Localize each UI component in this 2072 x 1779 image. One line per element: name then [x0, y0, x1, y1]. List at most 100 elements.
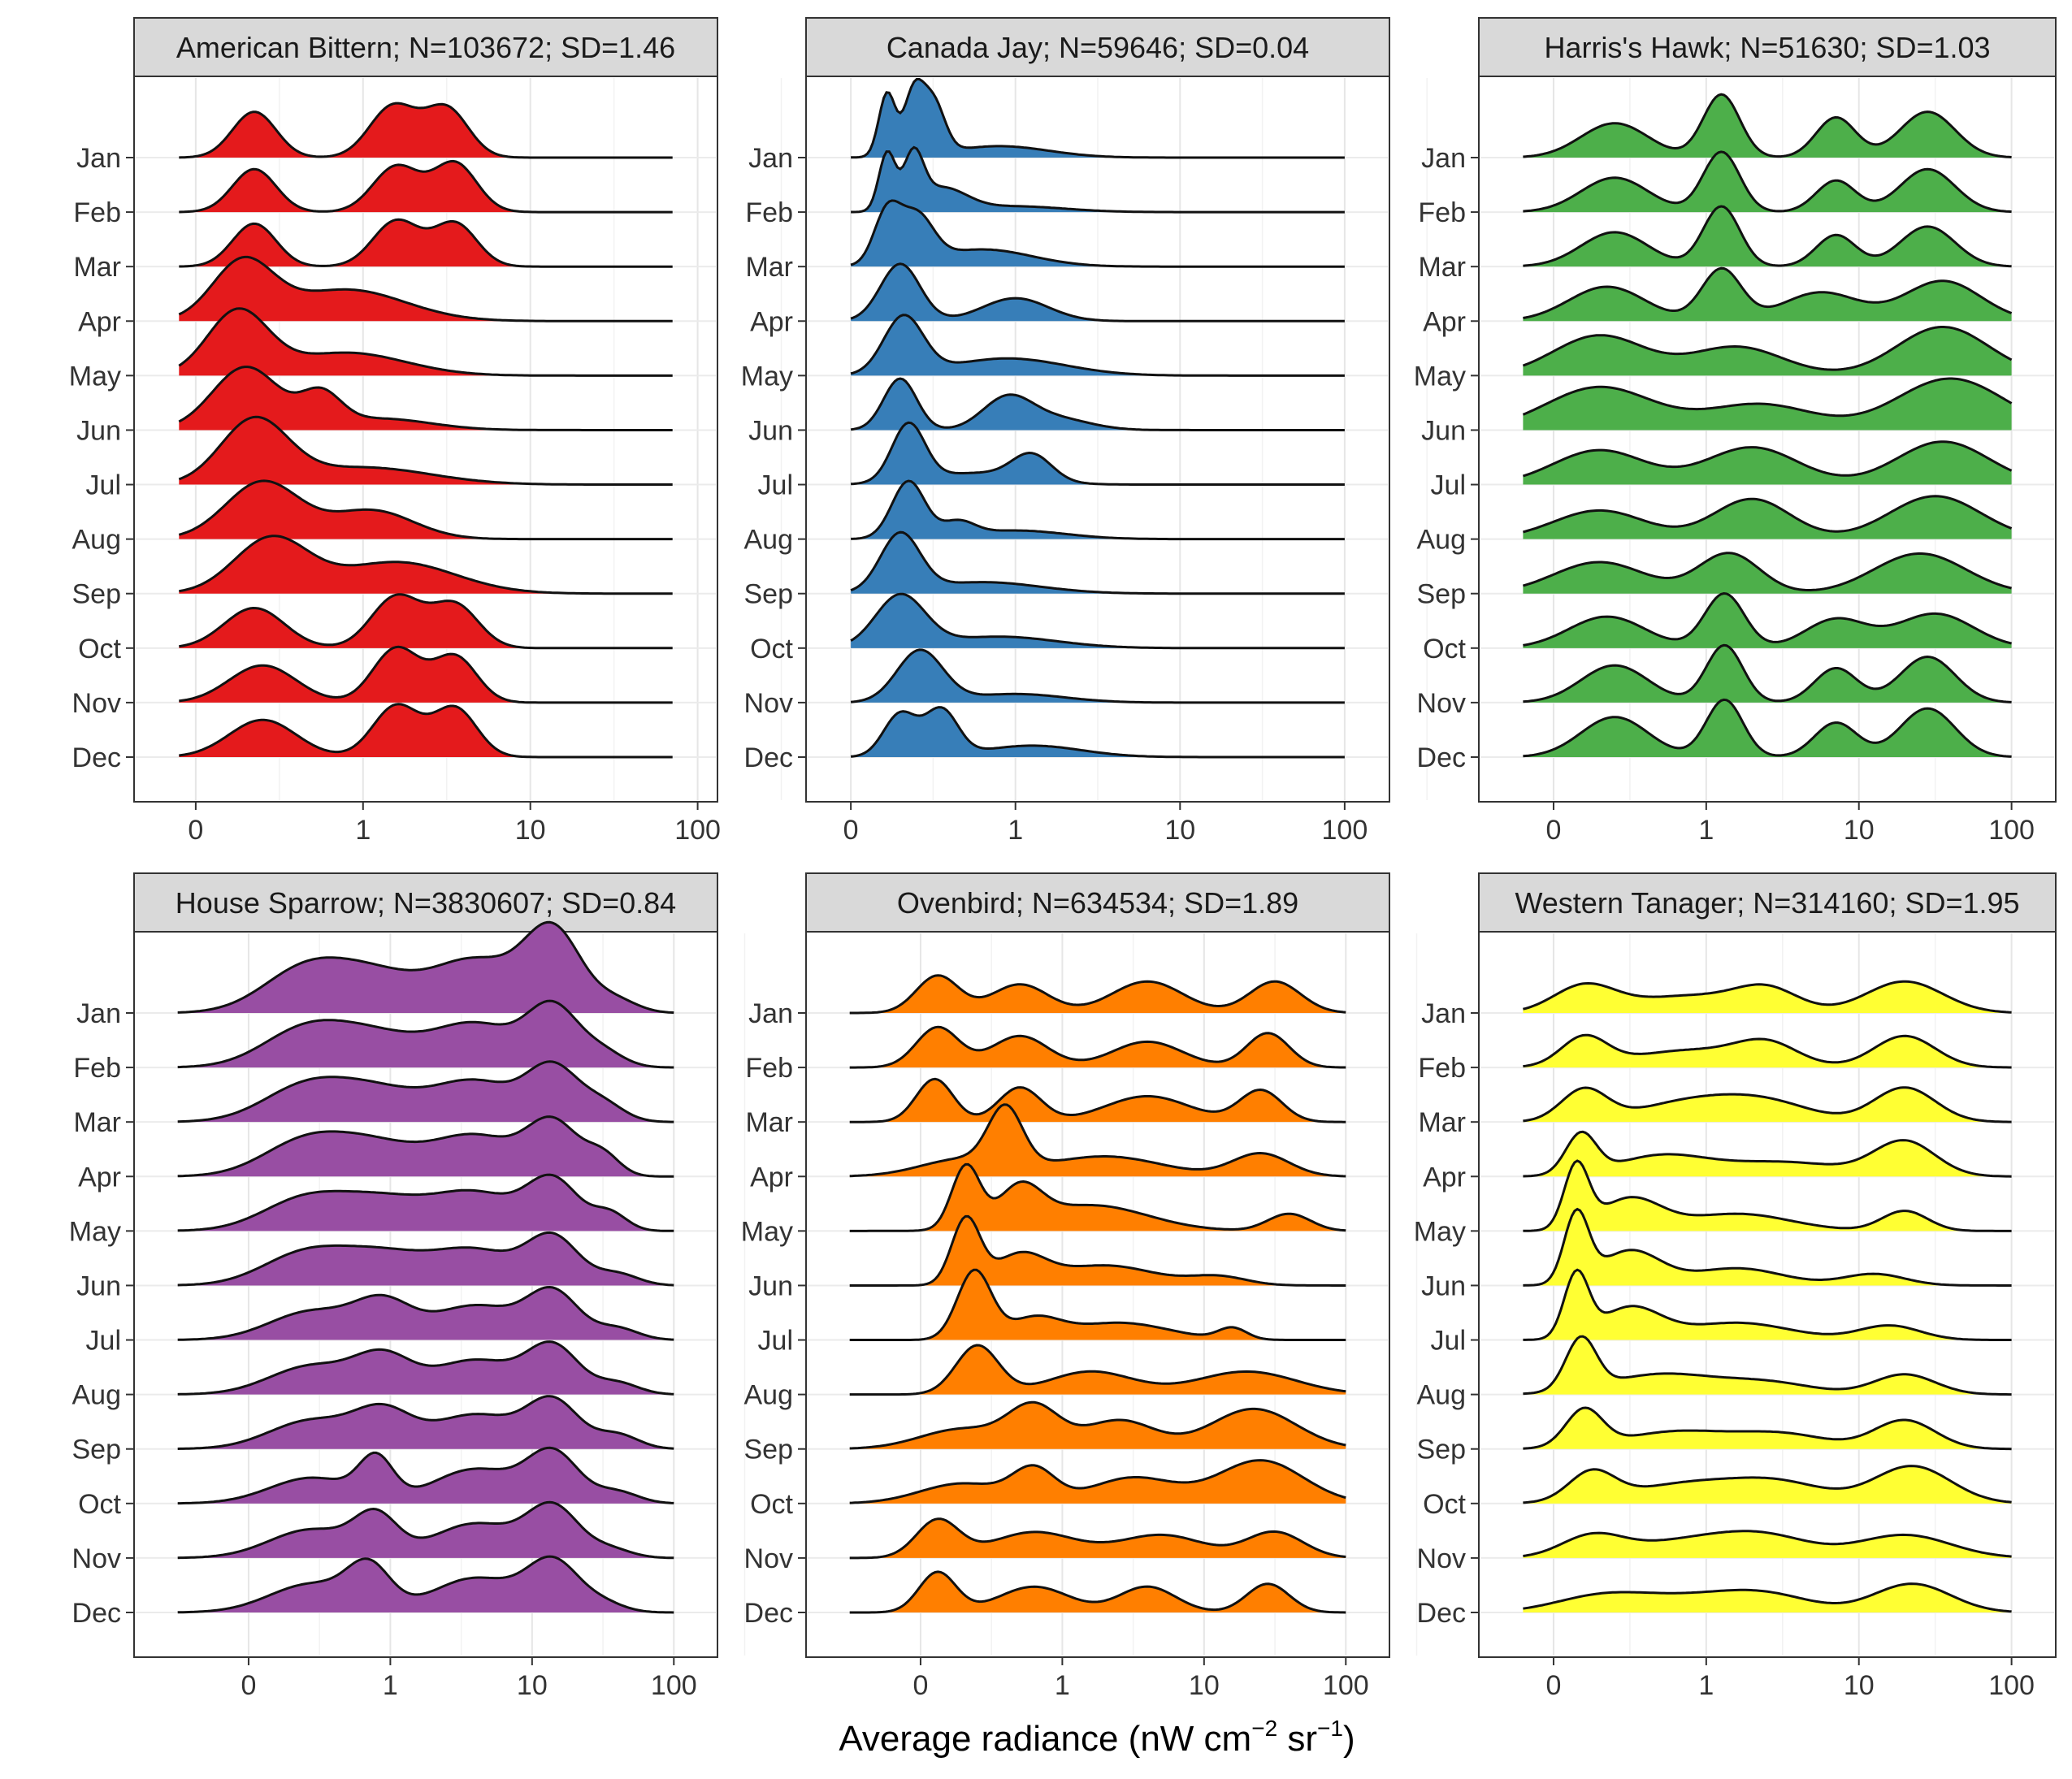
- ridge-line-sep: [179, 535, 673, 595]
- y-tick-label-may: May: [1414, 361, 1466, 392]
- ridge-line-jul: [177, 1285, 674, 1341]
- facet-panel: Canada Jay; N=59646; SD=0.04 Jan Feb Mar Apr…: [741, 17, 1428, 846]
- y-tick-label-nov: Nov: [72, 1543, 121, 1574]
- y-tick-label-jun: Jun: [76, 415, 121, 446]
- ridge-line-oct: [1523, 591, 2012, 647]
- y-tick-label-dec: Dec: [1417, 1598, 1466, 1629]
- ridge-fill-dec: [849, 1571, 1346, 1612]
- ridge-fill-nov: [1523, 645, 2012, 703]
- ridge-fill-apr: [179, 257, 673, 322]
- ridge-line-apr: [178, 255, 673, 322]
- y-tick-label-mar: Mar: [745, 252, 793, 283]
- x-tick-label: 1: [1055, 1670, 1070, 1701]
- ridge-line-apr: [849, 1103, 1346, 1178]
- y-tick-label-apr: Apr: [1423, 1162, 1466, 1192]
- x-tick-label: 100: [674, 815, 721, 846]
- x-tick-label: 100: [651, 1670, 697, 1701]
- ridge-line-sep: [1522, 552, 2012, 591]
- ridge-line-jul: [178, 415, 673, 486]
- facet-strip: [1478, 872, 2057, 933]
- ridge-line-may: [1522, 326, 2013, 371]
- y-tick-label-apr: Apr: [78, 306, 121, 337]
- ridge-fill-sep: [849, 1402, 1346, 1449]
- ridge-fill-oct: [179, 594, 673, 648]
- ridge-line-mar: [850, 199, 1345, 268]
- y-tick-label-jan: Jan: [1421, 998, 1466, 1029]
- x-tick-label: 0: [912, 1670, 928, 1701]
- y-tick-label-dec: Dec: [72, 1598, 121, 1629]
- ridge-line-aug: [177, 1340, 674, 1396]
- ridge-fill-jun: [1523, 1209, 2012, 1286]
- ridge-fill-aug: [1523, 496, 2012, 539]
- x-tick-label: 100: [1322, 815, 1368, 846]
- y-tick-label-oct: Oct: [750, 1489, 793, 1520]
- ridge-fill-may: [851, 314, 1345, 376]
- ridge-line-may: [177, 1173, 674, 1232]
- x-tick-label: 10: [517, 1670, 548, 1701]
- y-tick-label-dec: Dec: [744, 742, 793, 773]
- x-tick-label: 10: [1844, 815, 1875, 846]
- ridge-line-nov: [177, 1500, 674, 1560]
- ridge-fill-sep: [1523, 552, 2012, 594]
- ridge-line-aug: [849, 1344, 1346, 1396]
- y-tick-label-sep: Sep: [72, 579, 122, 610]
- ridge-line-may: [849, 1162, 1346, 1232]
- ridge-fill-mar: [1523, 1087, 2012, 1123]
- y-tick-label-aug: Aug: [744, 1380, 794, 1411]
- y-tick-label-mar: Mar: [73, 1107, 121, 1138]
- ridge-line-jan: [179, 102, 673, 159]
- ridge-fill-jul: [1523, 1270, 2012, 1340]
- y-tick-label-jun: Jun: [1421, 415, 1466, 446]
- x-tick-label: 0: [241, 1670, 256, 1701]
- ridge-fill-jun: [177, 1232, 674, 1286]
- ridge-fill-apr: [177, 1116, 674, 1177]
- ridge-line-sep: [1523, 1406, 2012, 1451]
- ridge-fill-jul: [849, 1270, 1346, 1340]
- ridge-fill-jul: [177, 1287, 674, 1340]
- y-tick-label-jul: Jul: [758, 470, 793, 501]
- x-tick-label: 1: [1698, 815, 1714, 846]
- ridge-line-jun: [177, 1231, 674, 1287]
- y-tick-label-jun: Jun: [1421, 1270, 1466, 1301]
- ridge-line-mar: [179, 218, 673, 268]
- x-tick-label: 100: [1988, 815, 2035, 846]
- ridge-fill-sep: [177, 1396, 674, 1449]
- y-tick-label-may: May: [1414, 1216, 1466, 1247]
- y-tick-label-apr: Apr: [78, 1162, 121, 1192]
- ridge-line-oct: [849, 1459, 1346, 1504]
- ridge-line-may: [850, 314, 1345, 377]
- y-tick-label-nov: Nov: [744, 688, 793, 719]
- ridge-line-mar: [1523, 205, 2012, 268]
- ridge-fill-oct: [177, 1448, 674, 1504]
- ridge-fill-nov: [179, 647, 673, 703]
- ridge-fill-sep: [851, 532, 1345, 594]
- y-tick-label-jul: Jul: [86, 1326, 121, 1357]
- ridge-line-feb: [179, 159, 673, 214]
- y-tick-label-oct: Oct: [78, 1489, 121, 1520]
- ridge-fill-apr: [849, 1104, 1346, 1177]
- y-tick-label-sep: Sep: [744, 579, 794, 610]
- x-tick-label: 1: [1698, 1670, 1714, 1701]
- ridge-fill-jun: [849, 1216, 1346, 1286]
- ridge-line-may: [1523, 1159, 2012, 1232]
- y-tick-label-jul: Jul: [86, 470, 121, 501]
- ridge-fill-dec: [1523, 1583, 2012, 1612]
- facet-title: American Bittern; N=103672; SD=1.46: [176, 31, 675, 64]
- facet-panel: Western Tanager; N=314160; SD=1.95 Jan Feb…: [1414, 872, 2057, 1701]
- y-tick-label-jul: Jul: [758, 1326, 793, 1357]
- x-tick-label: 10: [1164, 815, 1195, 846]
- facet-strip: [805, 872, 1390, 933]
- ridge-fill-nov: [177, 1502, 674, 1558]
- ridge-fill-may: [179, 308, 673, 376]
- y-tick-label-jun: Jun: [748, 415, 793, 446]
- y-tick-label-nov: Nov: [1417, 1543, 1466, 1574]
- ridge-line-jul: [1523, 1268, 2012, 1341]
- ridge-line-apr: [177, 1115, 674, 1178]
- y-tick-label-feb: Feb: [745, 197, 793, 228]
- ridge-line-oct: [1523, 1465, 2012, 1504]
- ridge-line-feb: [851, 145, 1345, 214]
- ridge-fill-apr: [1523, 1132, 2012, 1177]
- ridge-line-jul: [851, 421, 1345, 486]
- ridge-fill-feb: [1523, 1035, 2012, 1068]
